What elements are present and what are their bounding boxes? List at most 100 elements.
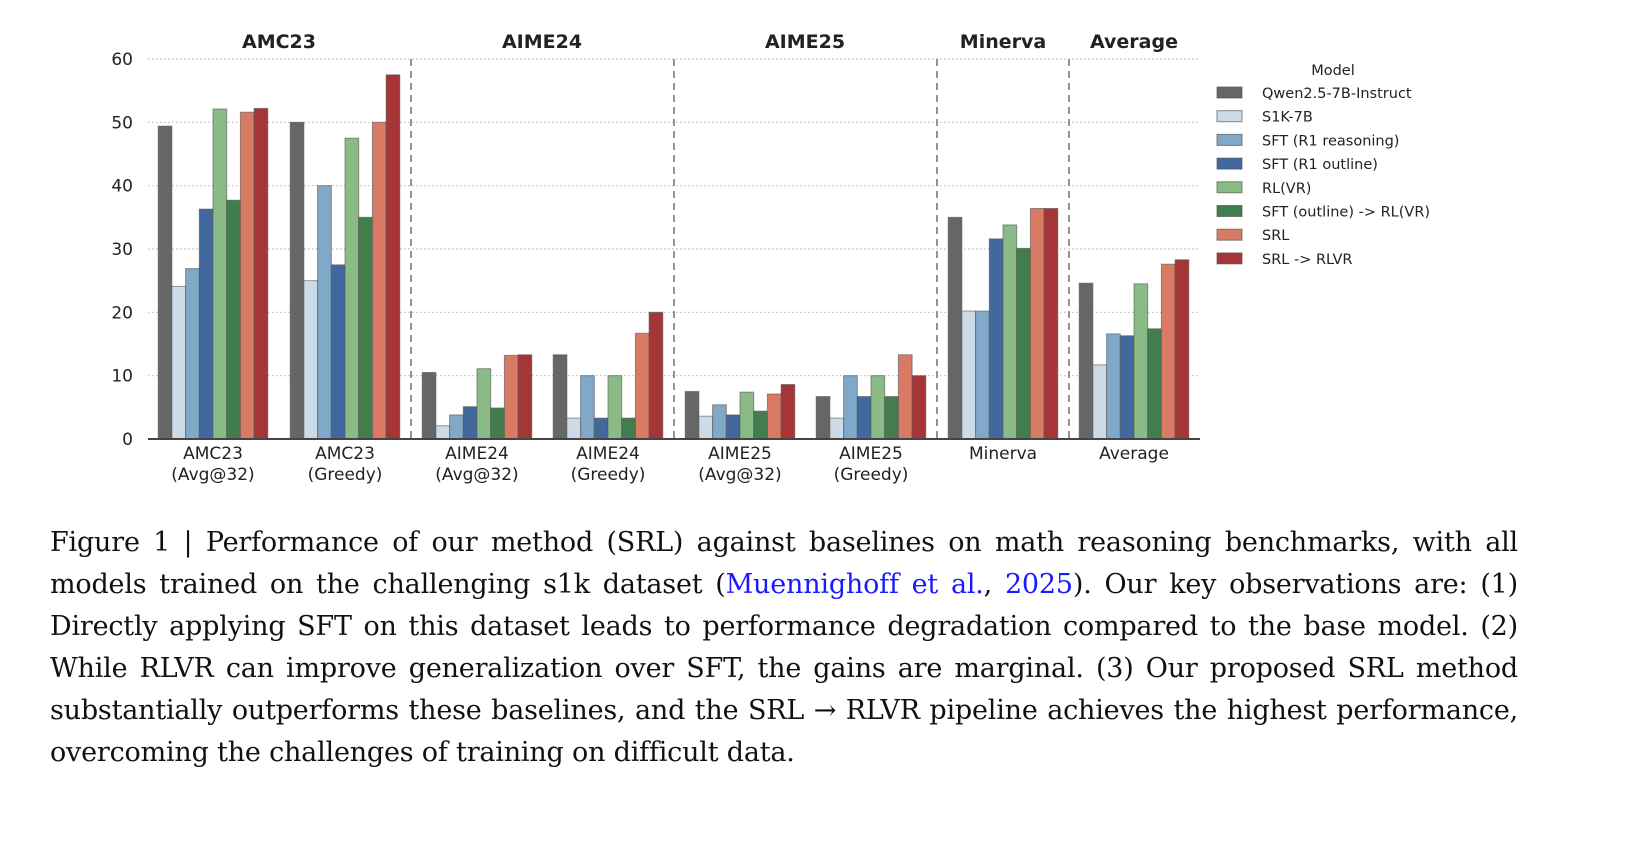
legend-swatch	[1216, 133, 1243, 146]
legend-label: SFT (outline) -> RL(VR)	[1262, 205, 1430, 221]
bar-srl	[1029, 207, 1045, 440]
bar-qwen2-5-7b-instruct	[815, 396, 831, 440]
panel-title: AIME24	[502, 31, 582, 53]
bar-srl-rlvr	[517, 354, 533, 440]
bar-s1k-7b	[566, 417, 582, 440]
citation-year-link[interactable]: 2025	[1004, 569, 1073, 600]
x-tick-label: AIME24	[445, 444, 509, 464]
bar-sft-r1-outline-	[1119, 335, 1135, 440]
bar-rl-vr-	[607, 375, 623, 440]
x-tick-label: AIME24	[576, 444, 640, 464]
bar-rl-vr-	[739, 391, 755, 440]
bar-srl	[766, 393, 782, 440]
bar-qwen2-5-7b-instruct	[157, 125, 173, 440]
x-tick-label: Average	[1099, 444, 1169, 464]
bar-sft-r1-outline-	[725, 414, 741, 440]
x-tick-label: (Avg@32)	[171, 465, 254, 485]
y-tick-label: 30	[111, 240, 133, 260]
y-tick-label: 0	[122, 430, 133, 450]
bar-sft-outline-rl-vr-	[490, 407, 505, 440]
bar-srl-rlvr	[780, 384, 796, 440]
legend-label: SRL	[1262, 228, 1289, 244]
bar-srl	[239, 111, 255, 440]
legend-swatch	[1216, 110, 1243, 123]
bar-srl	[634, 332, 650, 440]
figure-caption: Figure 1 | Performance of our method (SR…	[50, 522, 1518, 774]
bar-sft-outline-rl-vr-	[621, 417, 636, 440]
bar-sft-r1-outline-	[462, 406, 478, 440]
x-tick-label: (Avg@32)	[435, 465, 518, 485]
legend-label: Qwen2.5-7B-Instruct	[1262, 86, 1412, 102]
panel-title: AIME25	[765, 31, 845, 53]
bar-sft-r1-reasoning-	[712, 404, 727, 440]
y-tick-label: 60	[111, 50, 133, 70]
bar-qwen2-5-7b-instruct	[289, 121, 305, 440]
citation-separator: ,	[983, 569, 1005, 600]
caption-prefix: Figure 1 | Performance of our method (SR…	[50, 527, 1518, 600]
bar-srl-rlvr	[1174, 259, 1190, 440]
bar-s1k-7b	[303, 280, 319, 440]
legend-swatch	[1216, 228, 1243, 241]
bar-qwen2-5-7b-instruct	[947, 216, 963, 440]
x-tick-label: AIME25	[839, 444, 903, 464]
legend-title: Model	[1311, 63, 1355, 79]
bar-rl-vr-	[1002, 224, 1018, 440]
bar-sft-r1-reasoning-	[843, 375, 858, 440]
bar-srl-rlvr	[648, 311, 664, 440]
legend-label: RL(VR)	[1262, 181, 1311, 197]
x-tick-label: (Greedy)	[571, 465, 646, 485]
citation-author-link[interactable]: Muennighoff et al.	[725, 569, 984, 600]
x-tick-label: (Greedy)	[834, 465, 909, 485]
x-tick-label: (Greedy)	[308, 465, 383, 485]
bar-sft-outline-rl-vr-	[884, 396, 899, 440]
bar-srl-rlvr	[1043, 207, 1059, 440]
bar-sft-r1-outline-	[198, 208, 214, 440]
bar-sft-r1-reasoning-	[317, 185, 332, 440]
bar-srl-rlvr	[253, 107, 269, 440]
bar-sft-r1-outline-	[856, 396, 872, 440]
bar-qwen2-5-7b-instruct	[684, 391, 700, 440]
bar-sft-outline-rl-vr-	[1016, 247, 1031, 440]
panel-title: AMC23	[242, 31, 316, 53]
bar-qwen2-5-7b-instruct	[421, 372, 437, 440]
bar-s1k-7b	[961, 310, 977, 440]
bar-srl	[897, 354, 913, 440]
panel-title: Minerva	[960, 31, 1046, 53]
bar-sft-r1-reasoning-	[975, 310, 990, 440]
bar-sft-r1-reasoning-	[1106, 333, 1121, 440]
legend-label: SRL -> RLVR	[1262, 252, 1353, 268]
bar-srl	[371, 121, 387, 440]
x-tick-label: Minerva	[969, 444, 1037, 464]
bar-s1k-7b	[698, 415, 714, 440]
legend-swatch	[1216, 205, 1243, 217]
grouped-bar-chart: 0102030405060AMC23(Avg@32)AMC23(Greedy)A…	[111, 31, 1430, 485]
x-tick-label: (Avg@32)	[698, 465, 781, 485]
y-tick-label: 10	[111, 367, 133, 387]
y-tick-label: 50	[111, 113, 133, 133]
y-tick-label: 40	[111, 177, 133, 197]
bar-sft-outline-rl-vr-	[226, 199, 241, 440]
bar-srl	[503, 354, 519, 440]
bar-sft-r1-reasoning-	[185, 268, 200, 440]
bar-qwen2-5-7b-instruct	[552, 354, 568, 440]
y-tick-label: 20	[111, 303, 133, 323]
panel-title: Average	[1090, 31, 1178, 53]
legend-swatch	[1216, 181, 1243, 194]
legend-swatch	[1216, 86, 1243, 99]
bar-sft-r1-outline-	[330, 264, 346, 440]
bar-rl-vr-	[212, 108, 228, 440]
bar-qwen2-5-7b-instruct	[1078, 282, 1094, 440]
x-tick-label: AMC23	[315, 444, 375, 464]
bar-sft-r1-reasoning-	[449, 414, 464, 440]
bar-rl-vr-	[1133, 283, 1149, 440]
legend-label: SFT (R1 outline)	[1262, 157, 1378, 173]
bar-srl-rlvr	[385, 74, 401, 440]
bar-sft-outline-rl-vr-	[1147, 328, 1162, 440]
bar-s1k-7b	[171, 285, 187, 440]
caption-suffix: ). Our key observations are: (1) Directl…	[50, 569, 1518, 768]
bar-sft-r1-outline-	[593, 417, 609, 440]
legend-swatch	[1216, 157, 1243, 170]
bar-s1k-7b	[1092, 364, 1108, 440]
legend-label: S1K-7B	[1262, 110, 1313, 126]
bar-sft-outline-rl-vr-	[358, 216, 373, 440]
